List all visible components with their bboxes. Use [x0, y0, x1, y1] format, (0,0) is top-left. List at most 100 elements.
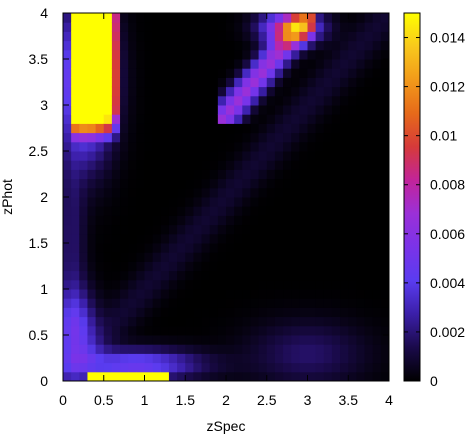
heatmap-cell [136, 325, 145, 336]
heatmap-cell [79, 77, 88, 88]
heatmap-cell [144, 279, 154, 290]
heatmap-cell [250, 187, 260, 198]
heatmap-cell [71, 289, 80, 299]
heatmap-cell [299, 252, 308, 262]
heatmap-cell [144, 123, 154, 134]
heatmap-cell [331, 252, 341, 262]
heatmap-cell [283, 344, 292, 354]
heatmap-cell [217, 197, 227, 207]
heatmap-cell [209, 187, 219, 198]
heatmap-cell [234, 123, 243, 134]
colorbar-tick-label: 0.01 [430, 128, 457, 144]
heatmap-cell [152, 187, 162, 198]
heatmap-cell [364, 187, 374, 198]
heatmap-cell [136, 335, 145, 345]
heatmap-cell [266, 233, 276, 244]
heatmap-cell [266, 362, 276, 373]
heatmap-cell [71, 362, 80, 373]
heatmap-cell [258, 114, 268, 124]
heatmap-cell [144, 132, 154, 143]
heatmap-cell [160, 105, 170, 115]
heatmap-cell [87, 270, 97, 281]
heatmap-cell [283, 362, 292, 373]
heatmap-cell [234, 49, 243, 60]
heatmap-cell [185, 105, 194, 115]
heatmap-cell [185, 261, 194, 272]
heatmap-cell [201, 169, 211, 180]
heatmap-cell [266, 151, 276, 161]
heatmap-cell [356, 224, 366, 235]
heatmap-cell [274, 371, 284, 382]
heatmap-cell [87, 252, 97, 262]
y-tick-label: 0.5 [29, 327, 49, 343]
heatmap-cell [242, 325, 251, 336]
heatmap-cell [250, 178, 260, 189]
heatmap-cell [63, 31, 72, 42]
heatmap-cell [242, 344, 251, 354]
heatmap-cell [95, 307, 105, 318]
heatmap-cell [250, 344, 260, 354]
heatmap-cell [380, 114, 390, 124]
heatmap-cell [79, 215, 88, 226]
heatmap-cell [331, 49, 341, 60]
heatmap-cell [193, 353, 203, 364]
heatmap-cell [209, 289, 219, 299]
heatmap-cell [266, 344, 276, 354]
heatmap-cell [283, 279, 292, 290]
heatmap-cell [226, 105, 235, 115]
heatmap-cell [63, 215, 72, 226]
heatmap-cell [283, 187, 292, 198]
heatmap-cell [63, 132, 72, 143]
heatmap-cell [380, 206, 390, 216]
heatmap-cell [323, 160, 333, 170]
heatmap-cell [274, 86, 284, 97]
heatmap-cell [258, 105, 268, 115]
heatmap-cell [372, 141, 382, 152]
heatmap-cell [87, 123, 97, 134]
heatmap-cell [226, 68, 235, 78]
heatmap-cell [364, 59, 374, 69]
heatmap-cell [274, 224, 284, 235]
heatmap-cell [217, 270, 227, 281]
heatmap-cell [193, 298, 203, 308]
heatmap-cell [87, 95, 97, 106]
heatmap-cell [315, 169, 325, 180]
heatmap-cell [201, 362, 211, 373]
heatmap-cell [340, 261, 349, 272]
heatmap-cell [185, 178, 194, 189]
heatmap-cell [331, 279, 341, 290]
heatmap-cell [234, 224, 243, 235]
heatmap-cell [340, 187, 349, 198]
heatmap-cell [103, 86, 113, 97]
heatmap-cell [274, 68, 284, 78]
heatmap-cell [95, 141, 105, 152]
heatmap-cell [226, 141, 235, 152]
heatmap-cell [160, 197, 170, 207]
heatmap-cell [201, 22, 211, 32]
heatmap-cell [348, 68, 357, 78]
heatmap-cell [144, 31, 154, 42]
heatmap-cell [372, 59, 382, 69]
heatmap-cell [103, 224, 113, 235]
heatmap-cell [103, 362, 113, 373]
heatmap-cell [372, 105, 382, 115]
heatmap-cell [120, 270, 129, 281]
heatmap-cell [258, 187, 268, 198]
heatmap-cell [299, 141, 308, 152]
heatmap-cell [160, 132, 170, 143]
heatmap-cell [372, 169, 382, 180]
heatmap-cell [177, 123, 186, 134]
heatmap-cell [209, 22, 219, 32]
heatmap-cell [209, 197, 219, 207]
heatmap-cell [250, 279, 260, 290]
heatmap-cell [168, 371, 178, 382]
heatmap-cell [95, 325, 105, 336]
heatmap-cell [95, 197, 105, 207]
heatmap-cell [152, 151, 162, 161]
heatmap-cell [136, 233, 145, 244]
heatmap-cell [217, 215, 227, 226]
heatmap-cell [258, 362, 268, 373]
heatmap-cell [201, 307, 211, 318]
heatmap-cell [258, 160, 268, 170]
heatmap-cell [234, 344, 243, 354]
